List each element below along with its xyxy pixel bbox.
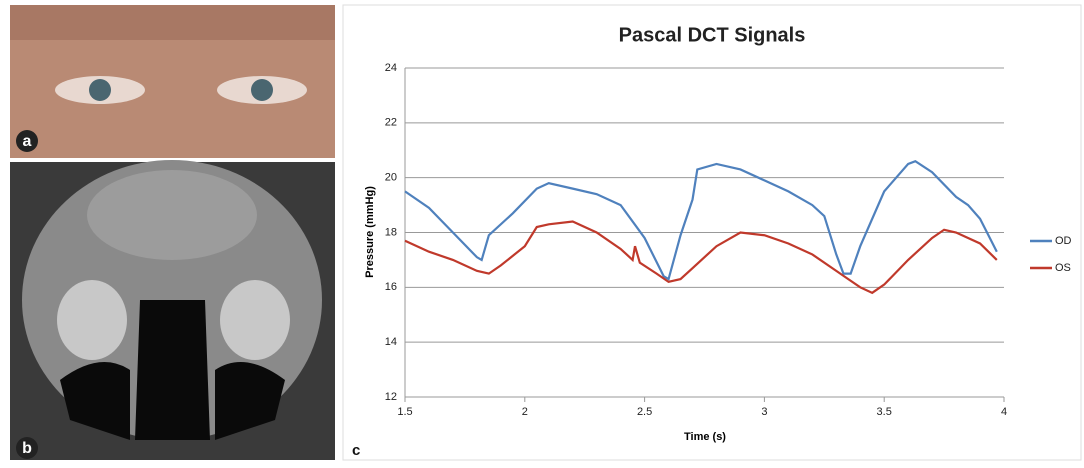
y-tick-label: 16	[385, 281, 397, 293]
y-tick-label: 20	[385, 172, 397, 184]
iris	[89, 79, 111, 101]
line	[404, 159, 998, 281]
sinus	[60, 300, 285, 440]
y-tick-label: 22	[385, 117, 397, 129]
x-tick-label: 2	[522, 406, 528, 418]
panel-badge	[16, 130, 38, 152]
photo-forehead	[10, 5, 335, 40]
mass	[87, 170, 257, 260]
y-tick-label: 18	[385, 226, 397, 238]
x-axis-label: Time (s)	[684, 431, 726, 443]
chart-title: Pascal DCT Signals	[619, 24, 806, 46]
y-tick-label: 12	[385, 391, 397, 403]
panel-badge	[16, 437, 38, 459]
orbit	[57, 280, 127, 360]
panel-label: c	[352, 442, 360, 459]
line	[404, 220, 998, 295]
legend-label: OS	[1055, 262, 1071, 274]
legend-label: OD	[1055, 235, 1072, 247]
y-axis-label: Pressure (mmHg)	[364, 186, 376, 278]
x-tick-label: 1.5	[397, 406, 412, 418]
y-tick-label: 24	[385, 62, 397, 74]
chart: Pascal DCT Signals Time (s) Pressure (mm…	[364, 24, 1072, 443]
iris	[251, 79, 273, 101]
x-tick-label: 2.5	[637, 406, 652, 418]
orbit	[220, 280, 290, 360]
panel-label: a	[23, 133, 32, 150]
x-tick-label: 3.5	[877, 406, 892, 418]
x-tick-label: 4	[1001, 406, 1007, 418]
x-tick-label: 3	[761, 406, 767, 418]
y-tick-label: 14	[385, 336, 397, 348]
panel-label: b	[22, 440, 32, 457]
